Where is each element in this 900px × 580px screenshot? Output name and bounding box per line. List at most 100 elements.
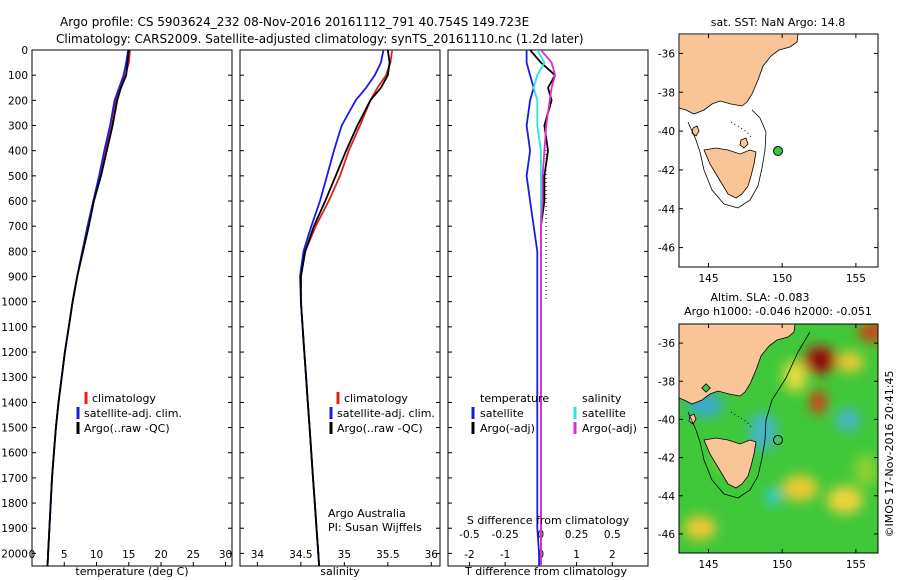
sla-map-lat-ticks: -36 -38 -40 -42 -44 -46 <box>658 338 878 541</box>
sla-map-title2: Argo h1000: -0.046 h2000: -0.051 <box>684 305 872 318</box>
x-tick-label: 1 <box>573 549 580 561</box>
y-tick-label: 800 <box>8 246 28 258</box>
y-tick-label: 900 <box>8 272 28 284</box>
x-top-tick-label: -0.25 <box>492 529 519 541</box>
salinity-axes-box <box>239 49 441 567</box>
difference-panel: -2 -1 0 1 2 -0.5 -0.25 0 0.25 0.5 T difference f… <box>447 49 649 578</box>
y-tick-label: 1300 <box>1 372 28 384</box>
lon-tick-label: 150 <box>772 559 792 571</box>
sst-float-marker <box>773 146 783 156</box>
series-line-argo-adj-3 <box>540 50 556 566</box>
flinders-island <box>739 137 749 149</box>
x-top-tick-label: 0.25 <box>565 529 588 541</box>
y-tick-label: 2000 <box>1 548 28 560</box>
legend-climatology-label: climatology <box>92 392 156 405</box>
shelf-contour <box>687 109 767 209</box>
salinity-x-ticks: 34 34.5 35 35.5 36 <box>251 549 439 566</box>
salinity-panel: 34 34.5 35 35.5 36 salinity climatology sate… <box>239 49 441 578</box>
x-tick-label: 30 <box>219 549 232 561</box>
y-tick-label: 700 <box>8 221 28 233</box>
sst-map-title: sat. SST: NaN Argo: 14.8 <box>711 16 845 29</box>
lat-tick-label: -42 <box>658 165 675 177</box>
y-tick-label: 1500 <box>1 423 28 435</box>
x-tick-label: 34 <box>251 549 265 561</box>
sla-map-lon-ticks: 145 150 155 <box>698 324 866 571</box>
lat-tick-label: -38 <box>658 376 675 388</box>
x-tick-label: 34.5 <box>289 549 312 561</box>
sla-float-marker <box>773 435 783 445</box>
difference-series <box>525 50 556 566</box>
tasmania <box>703 147 757 199</box>
y-tick-label: 1600 <box>1 448 28 460</box>
x-tick-label: 15 <box>122 549 135 561</box>
temperature-depth-ticks: 0100200300400500600700800900100011001200… <box>1 45 232 560</box>
salinity-annotation-org: Argo Australia <box>328 507 406 520</box>
x-tick-label: 2 <box>609 549 616 561</box>
difference-legend: temperature satellite Argo(-adj) salinit… <box>471 392 637 435</box>
y-tick-label: 200 <box>8 95 28 107</box>
y-tick-label: 1900 <box>1 523 28 535</box>
temperature-series <box>46 50 131 566</box>
lat-tick-label: -46 <box>658 529 675 541</box>
x-tick-label: -2 <box>464 549 474 561</box>
difference-axes-box <box>447 49 649 567</box>
lat-tick-label: -44 <box>658 204 675 216</box>
x-tick-label: 36 <box>425 549 439 561</box>
lat-tick-label: -46 <box>658 243 675 255</box>
x-top-tick-label: 0.5 <box>604 529 621 541</box>
legend-temperature-heading: temperature <box>480 392 549 405</box>
legend-s-argo-label: Argo(-adj) <box>582 422 637 435</box>
lat-tick-label: -42 <box>658 453 675 465</box>
sst-map-lat-ticks: -36 -38 -40 -42 -44 -46 <box>658 48 878 255</box>
temperature-panel: 0100200300400500600700800900100011001200… <box>1 45 233 578</box>
lon-tick-label: 150 <box>772 273 792 285</box>
y-tick-label: 1000 <box>1 297 28 309</box>
series-line-argo-raw-qc-2 <box>299 50 391 566</box>
king-island <box>688 413 697 425</box>
difference-y-ticks <box>448 49 648 554</box>
y-tick-label: 600 <box>8 196 28 208</box>
lat-tick-label: -36 <box>658 48 675 60</box>
salinity-series <box>299 50 394 566</box>
y-tick-label: 1800 <box>1 498 28 510</box>
x-tick-label: 35 <box>338 549 351 561</box>
legend-s-satellite-label: satellite <box>582 407 626 420</box>
legend-t-satellite-label: satellite <box>480 407 524 420</box>
temperature-axes-box <box>31 49 233 567</box>
legend-argo-label: Argo(..raw -QC) <box>84 422 170 435</box>
temperature-legend: climatology satellite-adj. clim. Argo(..… <box>76 392 182 435</box>
legend-salinity-heading: salinity <box>582 392 622 405</box>
y-tick-label: 1700 <box>1 473 28 485</box>
x-tick-label: 35.5 <box>376 549 399 561</box>
y-tick-label: 400 <box>8 146 28 158</box>
x-tick-label: 10 <box>90 549 103 561</box>
lon-tick-label: 145 <box>698 273 718 285</box>
y-tick-label: 1200 <box>1 347 28 359</box>
lat-tick-label: -40 <box>658 414 675 426</box>
salinity-y-ticks <box>240 49 440 554</box>
lat-tick-label: -36 <box>658 338 675 350</box>
sst-map-land <box>679 34 799 209</box>
legend-climatology-label: climatology <box>344 392 408 405</box>
x-tick-label: 5 <box>61 549 68 561</box>
lat-tick-label: -38 <box>658 87 675 99</box>
legend-argo-label: Argo(..raw -QC) <box>337 422 423 435</box>
difference-xlabel: T difference from climatology <box>464 565 627 578</box>
header-line1: Argo profile: CS 5903624_232 08-Nov-2016… <box>60 15 529 29</box>
x-top-tick-label: -0.5 <box>459 529 480 541</box>
temperature-x-ticks: 0 5 10 15 20 25 30 <box>29 549 232 566</box>
sla-map-title1: Altim. SLA: -0.083 <box>710 291 809 304</box>
x-tick-label: 0 <box>29 549 36 561</box>
y-tick-label: 1100 <box>1 322 28 334</box>
legend-satellite-label: satellite-adj. clim. <box>84 407 182 420</box>
lon-tick-label: 145 <box>698 559 718 571</box>
credit-text: ©IMOS 17-Nov-2016 20:41:45 <box>883 371 896 538</box>
lon-tick-label: 155 <box>846 273 866 285</box>
legend-satellite-label: satellite-adj. clim. <box>337 407 435 420</box>
x-tick-label: 20 <box>154 549 167 561</box>
sla-start-marker <box>701 383 711 393</box>
salinity-annotation-pi: PI: Susan Wijffels <box>328 521 422 534</box>
tasmania <box>703 437 757 489</box>
y-tick-label: 0 <box>21 45 28 57</box>
